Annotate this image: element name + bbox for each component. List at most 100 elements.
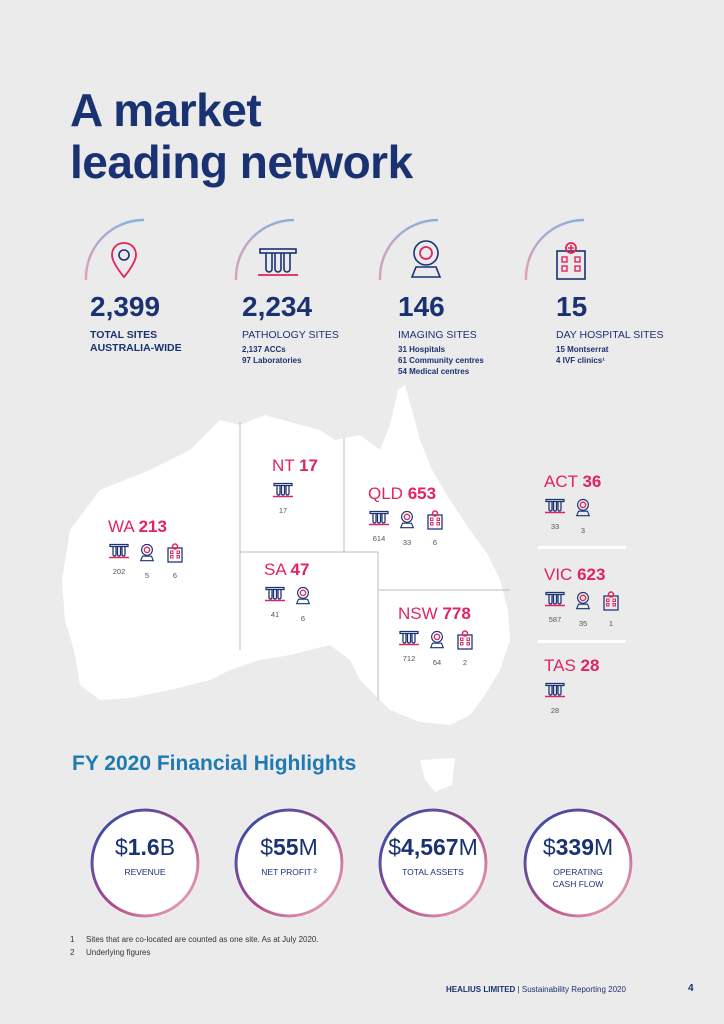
state-total: 47 xyxy=(290,560,310,579)
state-name: QLD xyxy=(368,484,403,503)
hospital-building-icon xyxy=(554,241,588,286)
circle-ring xyxy=(90,808,200,918)
count: 712 xyxy=(402,654,416,663)
state-wa: WA 213 202 5 6 xyxy=(108,517,186,580)
stat-label: IMAGING SITES xyxy=(398,329,477,341)
circle-ring xyxy=(523,808,633,918)
count: 33 xyxy=(550,522,560,531)
financial-label: OPERATING CASH FLOW xyxy=(552,867,604,889)
financial-value: $4,567M xyxy=(388,834,478,860)
state-name: TAS xyxy=(544,656,576,675)
imaging-scanner-icon xyxy=(406,239,446,286)
state-name: WA xyxy=(108,517,134,536)
state-sa: SA 47 41 6 xyxy=(264,560,314,623)
imaging-scanner-icon xyxy=(574,591,592,615)
state-name: ACT xyxy=(544,472,578,491)
state-tas: TAS 28 28 xyxy=(544,656,599,715)
arc-decoration xyxy=(378,218,439,281)
count: 35 xyxy=(578,619,588,628)
location-pin-icon xyxy=(110,241,138,284)
state-name: VIC xyxy=(544,565,573,584)
footer-report: Sustainability Reporting 2020 xyxy=(521,985,626,994)
test-tubes-icon xyxy=(368,510,390,530)
state-nt-label: NT 17 xyxy=(272,456,318,476)
hospital-building-icon xyxy=(456,630,474,654)
count: 6 xyxy=(300,614,306,623)
count: 28 xyxy=(550,706,560,715)
state-total: 213 xyxy=(138,517,167,536)
state-total: 28 xyxy=(580,656,600,675)
test-tubes-icon xyxy=(398,630,420,650)
divider xyxy=(538,640,626,643)
financial-value: $55M xyxy=(260,834,318,860)
stat-number: 146 xyxy=(398,291,445,322)
stat-sub-item: 31 Hospitals xyxy=(398,345,446,354)
arc-decoration xyxy=(84,218,145,281)
count: 33 xyxy=(402,538,412,547)
stat-sub-item: 15 Montserrat xyxy=(556,345,609,354)
financial-revenue: $1.6B REVENUE xyxy=(90,808,200,918)
count: 41 xyxy=(270,610,280,619)
page-title-line2: leading network xyxy=(70,136,413,188)
imaging-scanner-icon xyxy=(138,543,156,567)
state-total: 36 xyxy=(582,472,602,491)
state-nsw: NSW 778 712 64 2 xyxy=(398,604,476,667)
financial-total-assets: $4,567M TOTAL ASSETS xyxy=(378,808,488,918)
financial-operating-cash-flow: $339M OPERATING CASH FLOW xyxy=(523,808,633,918)
financial-label: REVENUE xyxy=(124,867,166,877)
page-title-line1: A market xyxy=(70,84,262,136)
test-tubes-icon xyxy=(108,543,130,563)
stat-label: PATHOLOGY SITES xyxy=(242,329,339,341)
count: 6 xyxy=(432,538,438,547)
count: 587 xyxy=(548,615,562,624)
test-tubes-icon xyxy=(272,482,294,502)
state-vic: VIC 623 587 35 1 xyxy=(544,565,622,628)
arc-decoration xyxy=(524,218,585,281)
stat-sub-item: 97 Laboratories xyxy=(242,356,302,365)
test-tubes-icon xyxy=(544,591,566,611)
financial-label: TOTAL ASSETS xyxy=(402,867,464,877)
stat-number: 2,234 xyxy=(242,291,313,322)
imaging-scanner-icon xyxy=(574,498,592,522)
hospital-building-icon xyxy=(166,543,184,567)
state-total: 623 xyxy=(577,565,606,584)
count: 3 xyxy=(580,526,586,535)
state-total: 778 xyxy=(442,604,471,623)
state-act: ACT 36 33 3 xyxy=(544,472,601,535)
count: 5 xyxy=(144,571,150,580)
australia-map xyxy=(62,385,510,792)
count: 64 xyxy=(432,658,442,667)
stat-sub-list: 15 Montserrat 4 IVF clinics¹ xyxy=(556,344,608,366)
circle-ring xyxy=(234,808,344,918)
test-tubes-icon xyxy=(256,247,300,282)
state-qld: QLD 653 614 33 6 xyxy=(368,484,446,547)
financial-net-profit: $55M NET PROFIT ² xyxy=(234,808,344,918)
divider xyxy=(538,546,626,549)
financial-label: NET PROFIT ² xyxy=(261,867,317,877)
financial-highlights-title: FY 2020 Financial Highlights xyxy=(72,752,357,775)
stat-sub-item: 54 Medical centres xyxy=(398,367,470,376)
imaging-scanner-icon xyxy=(294,586,312,610)
test-tubes-icon xyxy=(264,586,286,606)
imaging-scanner-icon xyxy=(428,630,446,654)
footer-separator: | xyxy=(517,985,520,994)
state-name: NSW xyxy=(398,604,438,623)
stat-sub-list: 31 Hospitals 61 Community centres 54 Med… xyxy=(398,344,484,377)
page-number: 4 xyxy=(688,983,694,994)
arc-decoration xyxy=(234,218,295,281)
financial-value: $339M xyxy=(542,834,614,860)
count: 2 xyxy=(462,658,468,667)
count: 614 xyxy=(372,534,386,543)
count: 202 xyxy=(112,567,126,576)
stat-label: TOTAL SITES AUSTRALIA-WIDE xyxy=(90,329,182,354)
count: 1 xyxy=(608,619,614,628)
hospital-building-icon xyxy=(426,510,444,534)
state-total: 653 xyxy=(407,484,437,503)
stat-sub-list: 2,137 ACCs 97 Laboratories xyxy=(242,344,302,366)
hospital-building-icon xyxy=(602,591,620,615)
imaging-scanner-icon xyxy=(398,510,416,534)
financial-value: $1.6B xyxy=(114,834,176,860)
count: 6 xyxy=(172,571,178,580)
page-title: A market leading network xyxy=(70,84,413,188)
stat-number: 15 xyxy=(556,291,588,322)
